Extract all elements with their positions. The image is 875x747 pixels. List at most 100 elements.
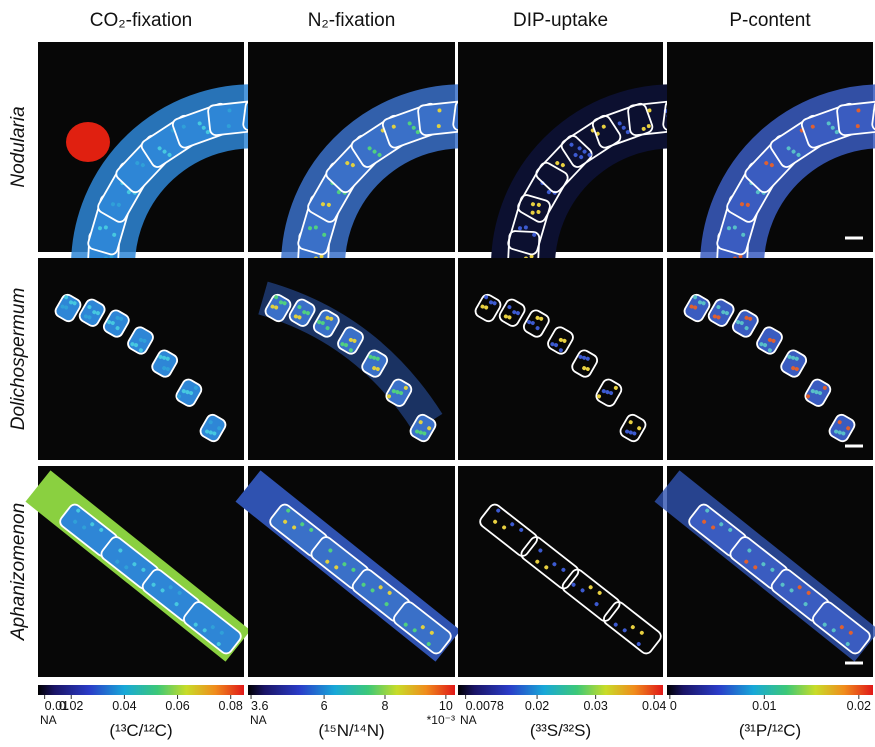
speck <box>573 153 578 158</box>
speck <box>822 385 827 390</box>
cell <box>54 293 82 323</box>
speck <box>115 326 120 331</box>
speck <box>138 348 143 353</box>
speck <box>596 394 601 399</box>
cell <box>571 349 599 378</box>
cell <box>312 309 340 338</box>
speck <box>488 300 493 305</box>
speck <box>217 426 222 431</box>
speck <box>368 354 373 359</box>
speck <box>535 559 540 564</box>
speck <box>348 348 353 353</box>
speck <box>142 338 147 343</box>
colorbar-label: (¹³C/¹²C) <box>109 721 172 740</box>
speck <box>176 394 181 399</box>
speck <box>115 315 120 320</box>
cell-outline <box>361 349 389 378</box>
speck <box>693 305 698 310</box>
cell <box>498 298 526 327</box>
speck <box>110 202 115 207</box>
speck <box>326 202 331 207</box>
speck <box>550 342 555 347</box>
speck <box>641 126 646 131</box>
speck <box>174 602 179 607</box>
speck <box>165 356 170 361</box>
speck <box>76 508 81 513</box>
speck <box>340 342 345 347</box>
speck <box>529 254 534 259</box>
colorbar-label: (³³S/³²S) <box>530 721 591 740</box>
speck <box>562 338 567 343</box>
cell <box>756 326 783 355</box>
speck <box>789 588 794 593</box>
speck <box>151 582 156 587</box>
speck <box>274 295 279 300</box>
speck <box>810 124 815 129</box>
cell <box>871 99 875 137</box>
speck <box>585 367 590 372</box>
speck <box>763 343 768 348</box>
speck <box>716 305 721 310</box>
speck <box>317 320 322 325</box>
speck <box>558 337 563 342</box>
cell-outline <box>409 413 437 443</box>
speck <box>719 522 724 527</box>
speck <box>767 337 772 342</box>
speck <box>130 342 135 347</box>
cell-outline <box>535 134 593 194</box>
speck <box>278 300 283 305</box>
cell <box>804 378 832 407</box>
cell <box>619 413 647 443</box>
speck <box>716 315 721 320</box>
speck <box>588 585 593 590</box>
cell <box>561 568 621 622</box>
cell-outline <box>479 503 538 557</box>
speck <box>507 305 512 310</box>
cell <box>828 413 856 443</box>
speck <box>345 161 350 166</box>
speck <box>305 311 310 316</box>
speck <box>329 316 334 321</box>
speck <box>115 559 120 564</box>
speck <box>546 190 551 195</box>
speck <box>395 390 400 395</box>
speck <box>794 367 799 372</box>
speck <box>702 519 707 524</box>
speck <box>227 108 232 113</box>
speck <box>771 338 776 343</box>
cell-outline <box>199 413 227 443</box>
speck <box>601 389 606 394</box>
speck <box>510 522 515 527</box>
cell <box>175 378 203 407</box>
speck <box>818 391 823 396</box>
cell-outline <box>561 568 621 622</box>
cell-outline <box>102 309 130 338</box>
speck <box>625 429 630 434</box>
speck <box>378 585 383 590</box>
speck <box>647 108 652 113</box>
speck <box>418 420 423 425</box>
speck <box>181 124 186 129</box>
speck <box>748 316 753 321</box>
cell-outline <box>619 413 647 443</box>
speck <box>418 430 423 435</box>
speck <box>810 389 815 394</box>
speck <box>109 254 114 259</box>
speck <box>87 315 92 320</box>
speck <box>429 630 434 635</box>
speck <box>786 146 791 151</box>
cell-outline <box>871 99 875 137</box>
speck <box>621 125 626 130</box>
speck <box>110 321 115 326</box>
speck <box>689 304 694 309</box>
speck <box>693 295 698 300</box>
speck <box>309 527 314 532</box>
speck <box>721 310 726 315</box>
speck <box>697 300 702 305</box>
speck <box>484 295 489 300</box>
speck <box>630 625 635 630</box>
speck <box>370 588 375 593</box>
speck <box>856 108 861 113</box>
colorbar-tick-label: 0.06 <box>165 699 189 713</box>
column-title: P-content <box>729 10 811 31</box>
